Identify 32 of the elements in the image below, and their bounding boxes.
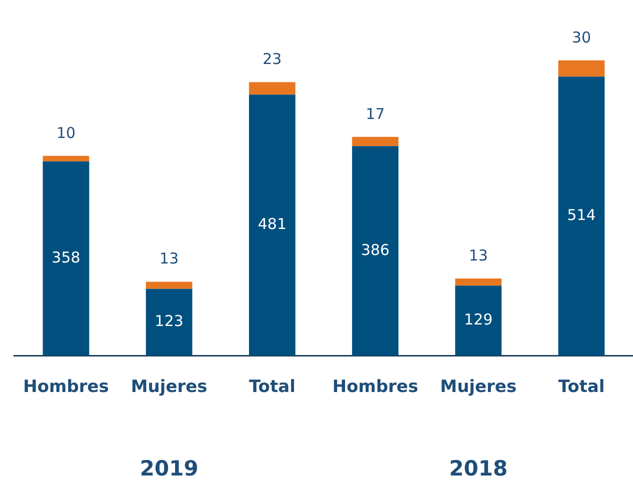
- bar: [352, 136, 398, 146]
- x-tick-label: Mujeres: [130, 377, 208, 398]
- x-tick-label: Hombres: [332, 377, 418, 398]
- data-label: 23: [262, 50, 282, 68]
- bar: [42, 161, 90, 356]
- data-label: 30: [572, 28, 591, 46]
- bar: [455, 286, 502, 356]
- bar: [42, 156, 90, 162]
- data-label: 17: [366, 104, 385, 123]
- data-label: 129: [464, 310, 493, 328]
- bar: [558, 60, 605, 77]
- data-label: 123: [154, 312, 184, 330]
- bar: [248, 94, 296, 356]
- x-tick-label: Total: [558, 377, 605, 398]
- data-label: 10: [56, 124, 76, 142]
- x-tick-label: Total: [248, 377, 296, 398]
- x-tick-label: Hombres: [23, 377, 109, 398]
- bar: [455, 278, 502, 286]
- data-label: 514: [567, 206, 596, 224]
- x-tick-label: Mujeres: [440, 377, 517, 398]
- bar: [146, 282, 192, 289]
- text: 2018: [449, 456, 508, 480]
- text: 2019: [140, 456, 198, 480]
- data-label: 481: [258, 214, 286, 233]
- data-label: 358: [52, 248, 80, 266]
- bar: [558, 76, 605, 356]
- bar: [146, 288, 192, 356]
- bar: [248, 82, 296, 95]
- data-label: 13: [468, 246, 488, 264]
- bar: [352, 146, 398, 356]
- data-label: 386: [360, 240, 390, 259]
- data-label: 13: [160, 250, 179, 268]
